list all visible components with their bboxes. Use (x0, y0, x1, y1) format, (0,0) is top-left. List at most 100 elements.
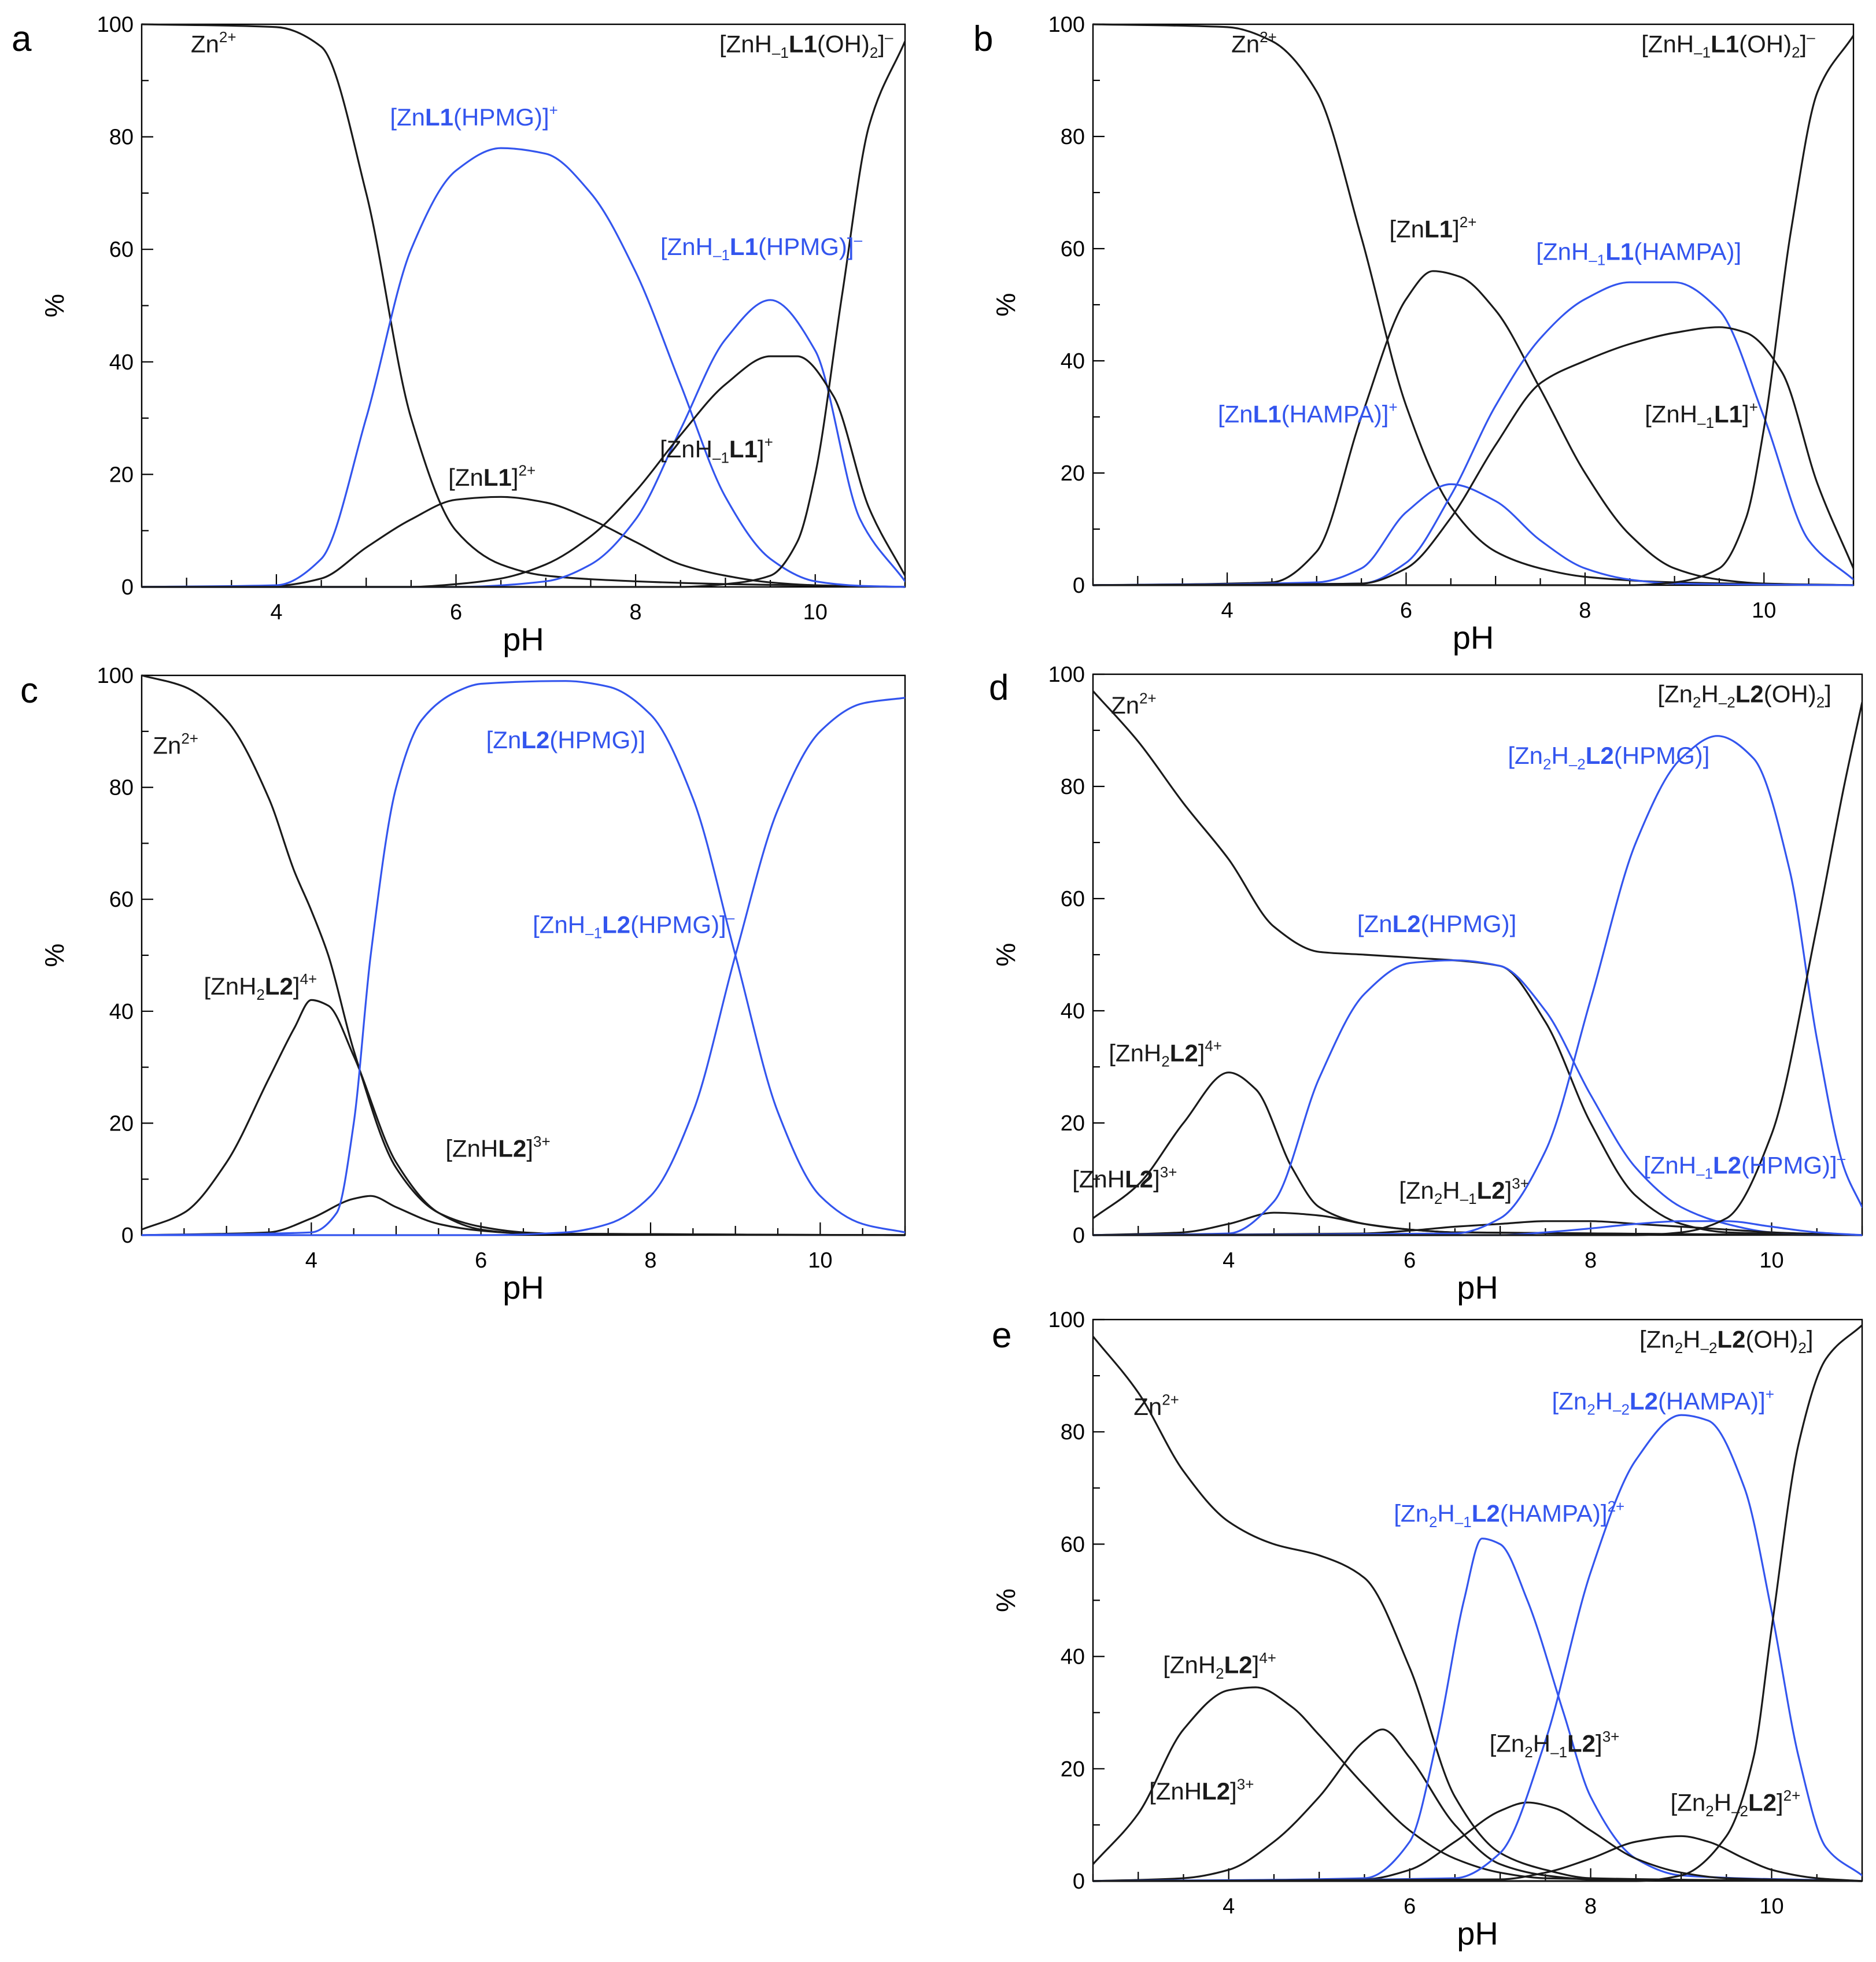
series-line-zn2h-2l2-oh-2 (1093, 1324, 1862, 1882)
y-tick-label: 100 (97, 13, 134, 37)
series-line-znhl2-3 (142, 1195, 905, 1236)
species-label: Zn2+ (191, 28, 237, 58)
y-tick-label: 60 (109, 888, 134, 912)
y-tick-label: 40 (109, 1000, 134, 1024)
series-line-zn2h-2l2-oh-2 (1093, 701, 1862, 1236)
species-label: [Zn2H–2L2(OH)2] (1657, 681, 1831, 711)
x-tick-label: 6 (1404, 1894, 1416, 1919)
y-tick-label: 100 (1048, 663, 1085, 687)
series-line-znl1-2 (1093, 270, 1853, 586)
series-line-zn2h-2l2-hampa (1093, 1414, 1862, 1882)
species-label: [ZnH–1L1]+ (1645, 398, 1758, 431)
species-label: [ZnH2L2]4+ (1163, 1649, 1276, 1682)
species-label: [ZnH–1L1(OH)2]– (719, 28, 893, 61)
x-tick-label: 10 (808, 1248, 832, 1273)
series-line-znh-1l2-hpmg (142, 697, 905, 1236)
series-line-znh2l2-4 (142, 999, 905, 1236)
x-axis-label: pH (1453, 619, 1494, 656)
x-tick-label: 8 (1585, 1248, 1597, 1273)
x-axis-label: pH (1457, 1269, 1498, 1306)
y-tick-label: 20 (109, 463, 134, 487)
x-tick-label: 6 (450, 600, 462, 625)
species-label: Zn2+ (1231, 28, 1277, 58)
x-tick-label: 6 (475, 1248, 487, 1273)
y-tick-label: 40 (1061, 1645, 1085, 1669)
species-label: [Zn2H–1L2]3+ (1490, 1728, 1620, 1761)
species-label: Zn2+ (1111, 689, 1157, 719)
x-tick-label: 6 (1400, 598, 1412, 623)
series-line-zn2h-1l2-hampa-2 (1093, 1538, 1862, 1882)
x-tick-label: 8 (630, 600, 642, 625)
y-axis-label: % (39, 294, 69, 317)
y-tick-label: 80 (1061, 775, 1085, 799)
series-line-znhl2-3 (1093, 1728, 1862, 1882)
y-tick-label: 20 (1061, 461, 1085, 486)
series-line-znl2-hpmg (142, 680, 905, 1236)
panel-letter: a (12, 19, 32, 59)
y-tick-label: 20 (1061, 1757, 1085, 1782)
species-label: [ZnHL2]3+ (1149, 1776, 1254, 1805)
x-tick-label: 4 (270, 600, 282, 625)
y-tick-label: 0 (1073, 574, 1085, 598)
species-label: [Zn2H–1L2]3+ (1399, 1174, 1529, 1207)
y-tick-label: 100 (97, 664, 134, 688)
y-tick-label: 0 (1073, 1869, 1085, 1894)
species-label: [ZnL1]2+ (448, 461, 536, 491)
series-line-zn2h-2l2-hpmg (1093, 735, 1862, 1236)
y-tick-label: 40 (1061, 349, 1085, 374)
species-label: [Zn2H–1L2(HAMPA)]2+ (1394, 1498, 1624, 1531)
series-line-znh-1l1 (1093, 326, 1853, 586)
y-tick-label: 40 (109, 350, 134, 375)
series-line-znh-1l1-hampa (1093, 281, 1853, 586)
y-tick-label: 0 (121, 575, 134, 600)
series-line-zn2 (1093, 1335, 1862, 1882)
y-tick-label: 60 (1061, 887, 1085, 911)
species-label: [ZnH–1L1(HAMPA)] (1536, 238, 1741, 268)
series-line-znh-1l1-hpmg (142, 299, 905, 588)
x-tick-label: 10 (1752, 598, 1776, 623)
y-tick-label: 0 (1073, 1224, 1085, 1248)
y-axis-label: % (39, 944, 69, 967)
species-label: Zn2+ (153, 730, 198, 759)
y-tick-label: 60 (109, 238, 134, 262)
series-line-zn2 (142, 23, 905, 588)
y-tick-label: 80 (109, 776, 134, 800)
series-line-znl1-2 (142, 496, 905, 588)
x-tick-label: 8 (644, 1248, 656, 1273)
x-tick-label: 4 (1221, 598, 1233, 623)
panel-letter: d (989, 668, 1009, 708)
x-tick-label: 8 (1585, 1894, 1597, 1919)
x-tick-label: 10 (803, 600, 828, 625)
series-line-znl2-hpmg (1093, 959, 1862, 1236)
panel-letter: e (992, 1316, 1011, 1355)
y-tick-label: 100 (1048, 13, 1085, 37)
y-tick-label: 60 (1061, 237, 1085, 261)
y-tick-label: 40 (1061, 999, 1085, 1024)
y-tick-label: 60 (1061, 1532, 1085, 1557)
panel-letter: c (20, 671, 38, 711)
species-label: [ZnL2(HPMG)] (486, 726, 645, 753)
series-line-znh-1l1-oh-2 (142, 40, 905, 588)
species-label: [ZnH2L2]4+ (204, 970, 317, 1003)
species-label: [ZnL1]2+ (1389, 213, 1476, 243)
y-tick-label: 20 (1061, 1111, 1085, 1136)
species-label: [Zn2H–2L2(OH)2] (1639, 1326, 1814, 1357)
x-tick-label: 10 (1759, 1894, 1783, 1919)
species-label: [ZnH–1L2(HPMG)]– (1644, 1150, 1846, 1183)
series-line-znh-1l1-oh-2 (1093, 34, 1853, 586)
y-tick-label: 0 (121, 1224, 134, 1248)
species-label: [ZnL1(HPMG)]+ (390, 102, 558, 131)
plot-frame (1092, 23, 1855, 586)
x-tick-label: 4 (1223, 1894, 1235, 1919)
species-label: [Zn2H–2L2]2+ (1671, 1787, 1801, 1820)
y-tick-label: 80 (109, 125, 134, 150)
species-label: [ZnHL2]3+ (445, 1133, 550, 1162)
species-label: [Zn2H–2L2(HPMG)] (1508, 742, 1709, 773)
series-line-znl1-hpmg (142, 147, 905, 588)
x-axis-label: pH (503, 1269, 544, 1306)
